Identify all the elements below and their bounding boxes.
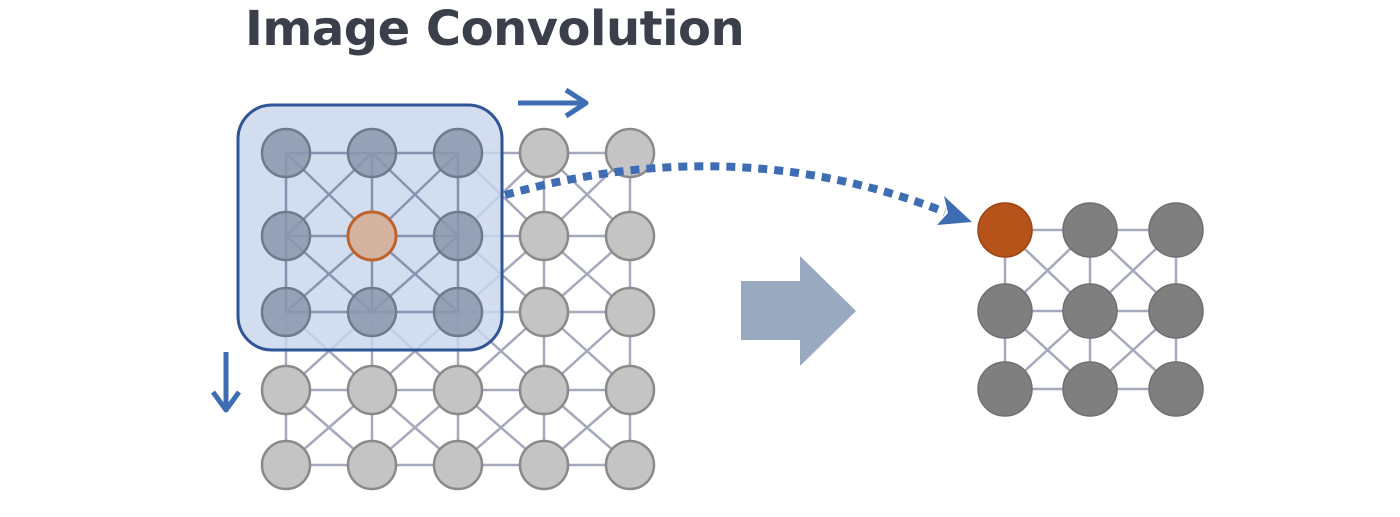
output-highlight-node [977,202,1033,258]
kernel-node [346,286,398,338]
input-node [604,364,656,416]
output-node [1062,202,1118,258]
input-node [346,364,398,416]
input-node [518,364,570,416]
input-node [260,364,312,416]
input-node [432,364,484,416]
big-right-arrow-icon [741,256,856,366]
kernel-center-node [346,210,398,262]
input-node [432,439,484,491]
output-node [1062,361,1118,417]
output-node [977,283,1033,339]
arrow-right-icon [518,87,589,119]
kernel-node [260,286,312,338]
output-node [1148,361,1204,417]
input-node [518,439,570,491]
output-node [1062,283,1118,339]
input-node [518,286,570,338]
kernel-node [260,210,312,262]
dotted-curved-arrow [503,162,972,225]
kernel-node [432,127,484,179]
kernel-node [432,210,484,262]
input-node [346,439,398,491]
input-node [518,127,570,179]
input-node [604,439,656,491]
input-node [604,286,656,338]
diagram-title: Image Convolution [245,1,745,57]
input-grid-nodes [260,127,656,491]
kernel-node [260,127,312,179]
output-node [977,361,1033,417]
arrow-down-icon [210,352,242,413]
kernel-node [346,127,398,179]
output-node [1148,202,1204,258]
kernel-node [432,286,484,338]
input-node [518,210,570,262]
output-node [1148,283,1204,339]
input-node [604,127,656,179]
input-node [604,210,656,262]
input-node [260,439,312,491]
output-grid-nodes [977,202,1204,417]
